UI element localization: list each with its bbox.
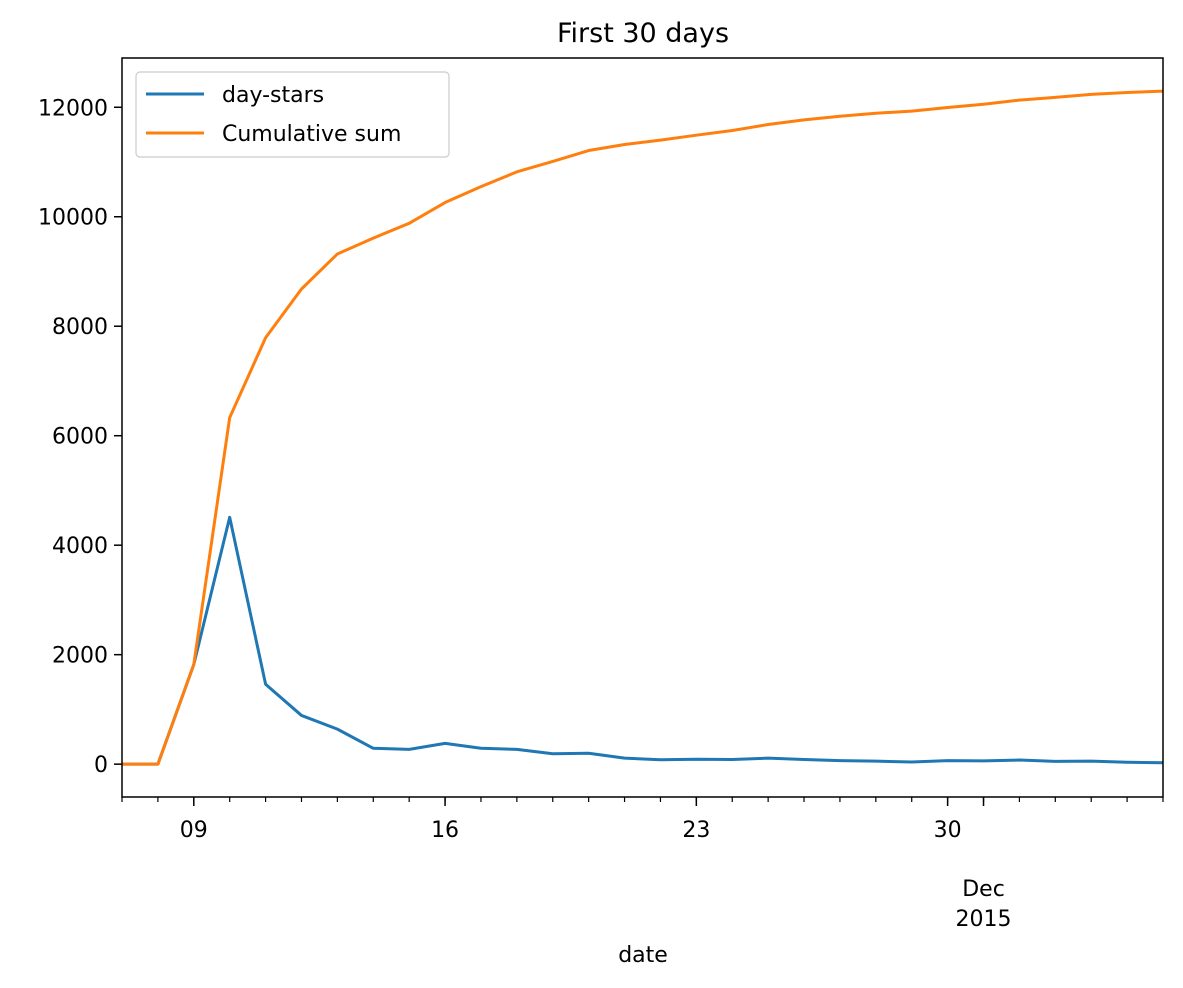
y-tick-label: 8000 <box>52 315 108 340</box>
series-layer <box>122 89 1164 766</box>
x-month-label: Dec <box>962 877 1005 902</box>
x-tick-label: 16 <box>431 818 459 843</box>
plot-frame <box>121 57 1164 798</box>
legend-label: day-stars <box>222 83 324 108</box>
series-line-cumulative-sum <box>122 89 1164 766</box>
x-axis-title: date <box>618 943 668 968</box>
x-tick-label: 30 <box>934 818 962 843</box>
y-tick-label: 6000 <box>52 425 108 450</box>
legend: day-stars Cumulative sum <box>135 71 450 158</box>
chart-title: First 30 days <box>557 18 729 49</box>
y-tick-label: 0 <box>94 753 108 778</box>
y-tick-label: 2000 <box>52 644 108 669</box>
y-tick-label: 4000 <box>52 534 108 559</box>
y-tick-label: 10000 <box>38 206 108 231</box>
x-year-label: 2015 <box>956 907 1012 932</box>
x-axis: 09 16 23 30 Dec 2015 <box>121 797 1164 932</box>
legend-label: Cumulative sum <box>222 122 401 147</box>
legend-box <box>135 71 450 158</box>
series-line-day-stars <box>122 515 1164 766</box>
x-tick-label: 23 <box>682 818 710 843</box>
y-tick-label: 12000 <box>38 96 108 121</box>
y-axis: 0 2000 4000 6000 8000 10000 12000 <box>38 96 122 778</box>
x-tick-label: 09 <box>180 818 208 843</box>
